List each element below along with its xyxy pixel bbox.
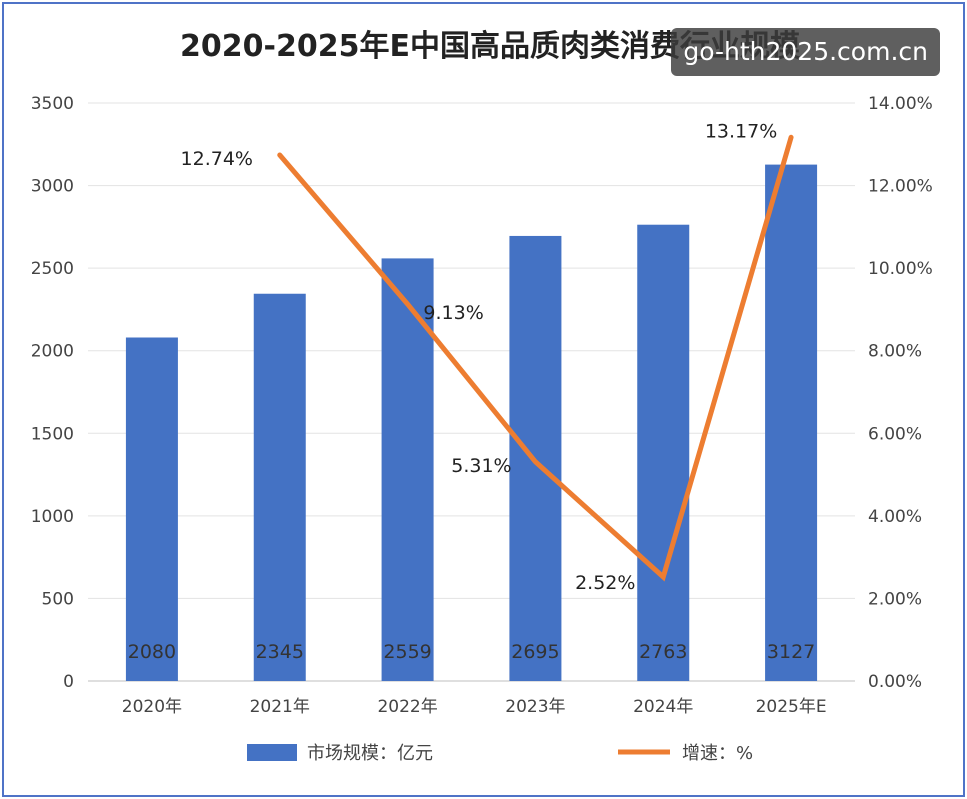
left-tick-label: 3000	[31, 177, 74, 197]
category-label: 2022年	[377, 697, 437, 717]
bar-value-label: 2695	[511, 641, 559, 663]
growth-value-label: 5.31%	[451, 455, 511, 477]
bar	[125, 337, 178, 681]
category-label: 2021年	[250, 697, 310, 717]
left-tick-label: 1000	[31, 507, 74, 527]
growth-value-label: 2.52%	[575, 572, 635, 594]
growth-series-line	[277, 134, 794, 582]
bar	[253, 293, 306, 681]
left-tick-label: 3500	[31, 94, 74, 114]
right-tick-label: 10.00%	[868, 259, 933, 279]
bar-value-label: 2345	[256, 641, 304, 663]
bars: 2080 2345 2559 2695 2763 3127	[125, 164, 818, 682]
bar-value-label: 2559	[383, 641, 431, 663]
right-axis: 0.00% 2.00% 4.00% 6.00% 8.00% 10.00% 12.00% 14.…	[868, 94, 933, 692]
left-axis: 0 500 1000 1500 2000 2500 3000 3500	[31, 94, 74, 692]
bar-value-label: 2763	[639, 641, 687, 663]
legend-label-bar: 市场规模：亿元	[307, 743, 433, 764]
category-label: 2023年	[505, 697, 565, 717]
growth-value-label: 9.13%	[423, 302, 483, 324]
legend-swatch-bar	[247, 744, 297, 761]
x-axis: 2020年 2021年 2022年 2023年 2024年 2025年E	[122, 697, 827, 717]
left-tick-label: 1500	[31, 424, 74, 444]
legend: 市场规模：亿元 增速：%	[247, 743, 753, 764]
growth-value-label: 12.74%	[181, 148, 253, 170]
bar-value-label: 2080	[128, 641, 176, 663]
left-tick-label: 2000	[31, 342, 74, 362]
growth-line: 12.74% 9.13% 5.31% 2.52% 13.17%	[181, 120, 794, 594]
watermark: go-hth2025.com.cn	[671, 28, 940, 76]
category-label: 2024年	[633, 697, 693, 717]
left-tick-label: 500	[42, 589, 74, 609]
gridlines	[88, 102, 855, 682]
bar-value-label: 3127	[767, 641, 815, 663]
right-tick-label: 0.00%	[868, 672, 922, 692]
category-label: 2025年E	[756, 697, 827, 717]
bar	[765, 164, 818, 682]
right-tick-label: 14.00%	[868, 94, 933, 114]
right-tick-label: 12.00%	[868, 177, 933, 197]
right-tick-label: 8.00%	[868, 342, 922, 362]
category-label: 2020年	[122, 697, 182, 717]
left-tick-label: 2500	[31, 259, 74, 279]
legend-label-line: 增速：%	[682, 743, 753, 764]
growth-value-label: 13.17%	[705, 120, 777, 142]
left-tick-label: 0	[63, 672, 74, 692]
right-tick-label: 6.00%	[868, 424, 922, 444]
bar	[637, 224, 690, 682]
right-tick-label: 4.00%	[868, 507, 922, 527]
right-tick-label: 2.00%	[868, 589, 922, 609]
